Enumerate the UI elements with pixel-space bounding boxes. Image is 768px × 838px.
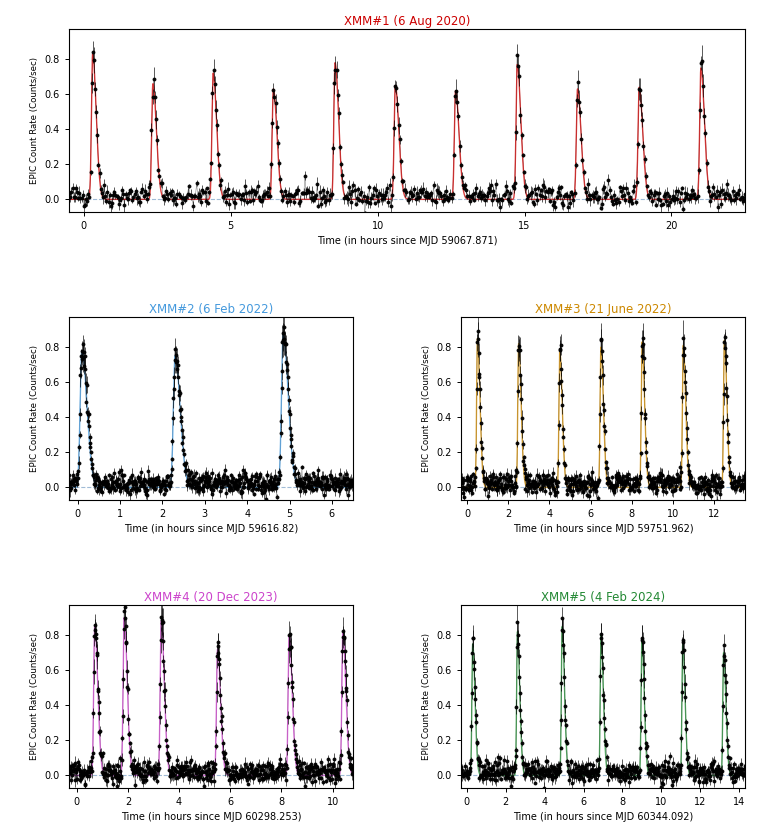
X-axis label: Time (in hours since MJD 59616.82): Time (in hours since MJD 59616.82) — [124, 525, 298, 535]
X-axis label: Time (in hours since MJD 60344.092): Time (in hours since MJD 60344.092) — [513, 812, 693, 822]
X-axis label: Time (in hours since MJD 59067.871): Time (in hours since MJD 59067.871) — [316, 236, 498, 246]
X-axis label: Time (in hours since MJD 59751.962): Time (in hours since MJD 59751.962) — [513, 525, 694, 535]
Y-axis label: EPIC Count Rate (Counts/sec): EPIC Count Rate (Counts/sec) — [30, 57, 39, 184]
Y-axis label: EPIC Count Rate (Counts/sec): EPIC Count Rate (Counts/sec) — [30, 345, 39, 472]
Y-axis label: EPIC Count Rate (Counts/sec): EPIC Count Rate (Counts/sec) — [30, 633, 39, 760]
Title: XMM#4 (20 Dec 2023): XMM#4 (20 Dec 2023) — [144, 592, 278, 604]
Title: XMM#3 (21 June 2022): XMM#3 (21 June 2022) — [535, 303, 671, 316]
Y-axis label: EPIC Count Rate (Counts/sec): EPIC Count Rate (Counts/sec) — [422, 345, 431, 472]
Title: XMM#1 (6 Aug 2020): XMM#1 (6 Aug 2020) — [344, 15, 470, 28]
Y-axis label: EPIC Count Rate (Counts/sec): EPIC Count Rate (Counts/sec) — [422, 633, 431, 760]
Title: XMM#5 (4 Feb 2024): XMM#5 (4 Feb 2024) — [541, 592, 665, 604]
X-axis label: Time (in hours since MJD 60298.253): Time (in hours since MJD 60298.253) — [121, 812, 301, 822]
Title: XMM#2 (6 Feb 2022): XMM#2 (6 Feb 2022) — [149, 303, 273, 316]
